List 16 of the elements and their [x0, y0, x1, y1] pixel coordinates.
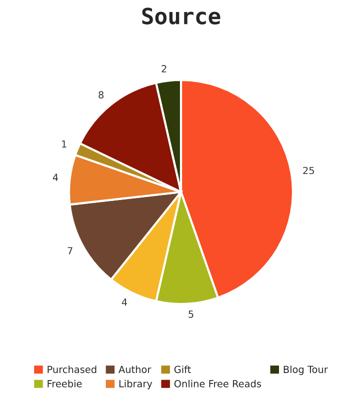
data-label: 7 [68, 247, 72, 254]
legend-label: Author [118, 366, 152, 374]
data-label: 25 [303, 166, 314, 174]
legend-label: Library [119, 380, 152, 390]
data-label: 4 [52, 174, 58, 181]
chart-title: Source [142, 8, 220, 24]
data-label: 4 [122, 298, 127, 306]
data-label: 8 [98, 91, 104, 98]
data-label: 1 [62, 140, 66, 148]
legend-label: Blog Tour [284, 366, 328, 375]
legend-label: Freebie [48, 380, 82, 388]
legend-label: Purchased [48, 366, 96, 374]
data-label: 5 [188, 310, 194, 318]
legend-label: Online Free Reads [174, 380, 262, 388]
data-label: 2 [162, 65, 166, 72]
legend-label: Gift [174, 366, 191, 374]
